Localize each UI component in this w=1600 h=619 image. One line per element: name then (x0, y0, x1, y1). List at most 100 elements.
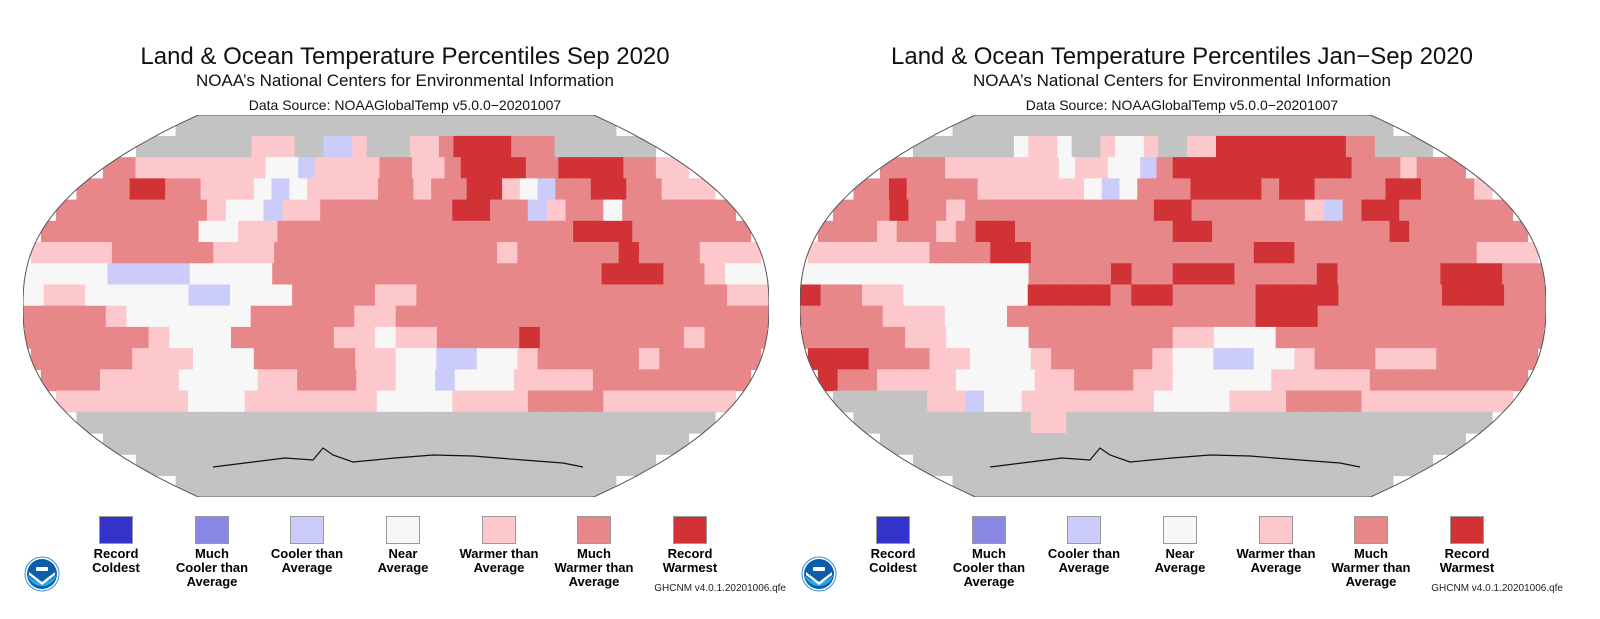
grid-cell (1048, 284, 1070, 307)
grid-cell (272, 326, 294, 349)
grid-cell (704, 263, 726, 286)
grid-cell (641, 199, 661, 222)
grid-cell (395, 348, 417, 370)
grid-cell (1221, 433, 1239, 455)
grid-cell (747, 305, 769, 328)
grid-cell (1524, 284, 1546, 307)
grid-cell (1488, 220, 1509, 243)
grid-cell (1089, 305, 1112, 328)
grid-cell (312, 305, 335, 328)
grid-cell (248, 115, 262, 137)
grid-cell (1258, 115, 1272, 137)
grid-cell (25, 263, 47, 286)
grid-cell (1248, 199, 1268, 222)
grid-cell (1042, 157, 1060, 179)
grid-cell (566, 475, 580, 497)
grid-cell (342, 178, 361, 201)
grid-cell (916, 220, 937, 243)
legend-label: Record Warmest (1439, 546, 1495, 575)
grid-cell (561, 284, 583, 307)
grid-cell (1267, 199, 1287, 222)
grid-cell (249, 157, 267, 179)
grid-cell (1436, 348, 1458, 370)
grid-cell (1244, 135, 1260, 158)
grid-cell (1110, 326, 1133, 349)
grid-cell (119, 157, 137, 179)
grid-cell (379, 157, 397, 179)
grid-cell (383, 475, 397, 497)
grid-cell (554, 135, 570, 158)
grid-cell (1317, 454, 1333, 477)
grid-cell (206, 390, 227, 413)
grid-cell (298, 157, 315, 179)
grid-cell (375, 369, 397, 392)
grid-cell (502, 178, 521, 201)
grid-cell (182, 411, 202, 434)
grid-cell (1244, 454, 1260, 477)
grid-cell (416, 305, 438, 328)
grid-cell (395, 326, 417, 349)
grid-cell (457, 263, 479, 286)
grid-cell (456, 242, 478, 264)
legend-label: Cooler than Average (270, 546, 344, 575)
grid-cell (1048, 411, 1067, 434)
grid-cell (820, 284, 842, 307)
grid-cell (493, 157, 511, 179)
grid-cell (493, 475, 507, 497)
grid-cell (1342, 199, 1363, 222)
grid-cell (959, 178, 979, 201)
grid-cell (1522, 326, 1544, 349)
grid-cell (651, 369, 673, 392)
grid-cell (456, 115, 470, 137)
grid-cell (448, 178, 468, 201)
grid-cell (1296, 305, 1319, 328)
grid-cells (23, 115, 769, 497)
grid-cell (484, 178, 503, 201)
grid-cell (1123, 115, 1137, 137)
grid-cell (1187, 454, 1203, 477)
map-subtitle: NOAA’s National Centers for Environmenta… (196, 71, 614, 90)
grid-cell (1111, 475, 1125, 497)
grid-cell (407, 475, 421, 497)
grid-cell (456, 348, 478, 370)
grid-cell (601, 326, 623, 349)
legend-item: Cooler than Average (1036, 516, 1132, 575)
grid-cell (64, 305, 86, 328)
grid-cell (1403, 135, 1419, 158)
grid-cell (942, 411, 961, 434)
grid-cell (1100, 135, 1116, 158)
legend-swatch (1163, 516, 1197, 544)
grid-cell (444, 115, 458, 137)
grid-cell (25, 326, 47, 349)
grid-cell (356, 369, 377, 392)
grid-cell (800, 305, 822, 328)
grid-cell (74, 199, 95, 222)
grid-cell (64, 284, 86, 307)
grid-cell (251, 263, 273, 286)
grid-cell (168, 433, 185, 455)
grid-cell (537, 411, 556, 434)
grid-cell (60, 220, 81, 243)
grid-cell (896, 369, 918, 392)
grid-cell (457, 305, 480, 328)
grid-cell (135, 454, 151, 477)
grid-cell (94, 178, 113, 201)
grid-cell (1152, 263, 1174, 286)
grid-cell (1225, 411, 1245, 434)
grid-cell (909, 348, 931, 370)
grid-cell (151, 433, 169, 455)
grid-cell (139, 220, 160, 243)
grid-cell (1213, 326, 1236, 349)
grid-cell (977, 157, 995, 179)
grid-cell (1474, 390, 1495, 413)
grid-cell (511, 135, 527, 158)
grid-cell (230, 326, 253, 349)
grid-cell (253, 178, 273, 201)
grid-cell (282, 390, 302, 413)
grid-cell (745, 326, 767, 349)
grid-cell (685, 305, 707, 328)
grid-cell (1428, 369, 1450, 392)
grid-cell (1100, 454, 1116, 477)
grid-cell (416, 284, 438, 307)
grid-cell (1110, 263, 1133, 286)
